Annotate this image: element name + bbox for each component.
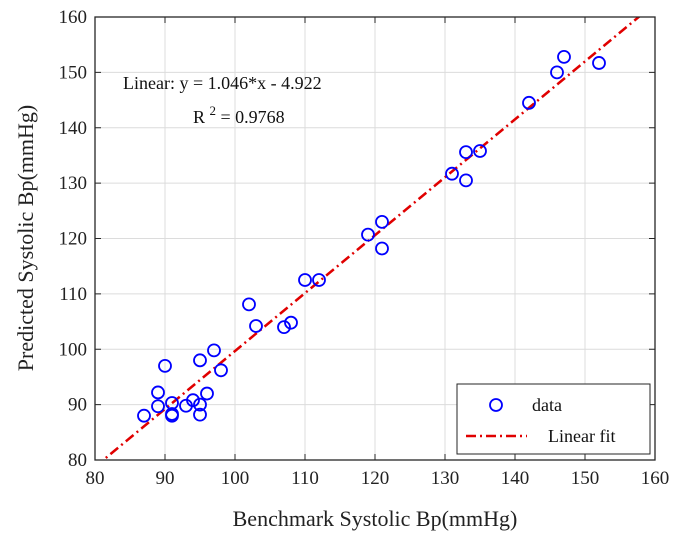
x-axis-label: Benchmark Systolic Bp(mmHg) [233,506,518,531]
fit-line-layer [101,17,641,460]
data-point [214,363,228,378]
data-point [592,56,606,70]
data-point [165,407,179,421]
legend-box [456,383,651,455]
y-axis-label: Predicted Systolic Bp(mmHg) [13,105,38,371]
data-point [459,173,473,188]
data-point [207,343,221,358]
data-point [151,385,165,400]
data-point [375,214,389,229]
ticks [94,16,656,461]
data-point [557,49,571,64]
data-point [165,396,179,410]
x-tick-label: 140 [501,468,530,489]
legend-data-marker [489,398,503,412]
y-tick-labels: 80 90 100 110 120 130 140 150 160 [59,7,88,471]
x-tick-label: 150 [571,468,600,489]
data-point [375,241,389,256]
data-point [186,393,200,408]
points-layer [137,49,606,423]
r2-value: = 0.9768 [221,107,285,127]
x-tick-label: 110 [291,468,319,489]
data-point [200,386,214,401]
legend-data-label: data [532,395,562,415]
data-point [284,315,298,330]
x-tick-label: 80 [86,468,105,489]
data-point [312,273,326,287]
r2-annotation: R 2 = 0.9768 [193,99,285,127]
legend: data Linear fit [456,383,651,455]
x-tick-label: 160 [641,468,670,489]
r2-prefix: R [193,107,205,127]
y-tick-label: 140 [59,118,88,139]
data-point [277,320,291,335]
data-point [158,358,172,373]
x-tick-labels: 80 90 100 110 120 130 140 150 160 [86,468,670,489]
y-tick-label: 120 [59,229,88,250]
y-tick-label: 110 [59,284,87,305]
x-tick-label: 100 [221,468,250,489]
data-point [249,319,263,333]
data-point [473,144,487,158]
data-point [137,408,151,423]
y-tick-label: 100 [59,339,88,360]
data-point [193,407,207,422]
x-tick-label: 130 [431,468,460,489]
data-point [151,399,165,414]
y-tick-label: 80 [68,450,87,471]
data-point [550,65,564,80]
data-point [459,145,473,160]
data-point [193,353,207,368]
r2-superscript: 2 [210,103,217,118]
y-tick-label: 130 [59,173,88,194]
x-tick-label: 90 [156,468,175,489]
y-tick-label: 150 [59,62,88,83]
linear-fit-line [101,17,641,460]
data-point [445,166,459,181]
data-point [193,397,207,412]
equation-annotation: Linear: y = 1.046*x - 4.922 [123,73,322,93]
data-point [361,227,375,242]
data-point [242,297,256,312]
data-point [298,273,312,287]
x-tick-label: 120 [361,468,390,489]
y-tick-label: 160 [59,7,88,28]
legend-fit-label: Linear fit [548,426,615,446]
y-tick-label: 90 [68,395,87,416]
data-point [522,95,536,110]
